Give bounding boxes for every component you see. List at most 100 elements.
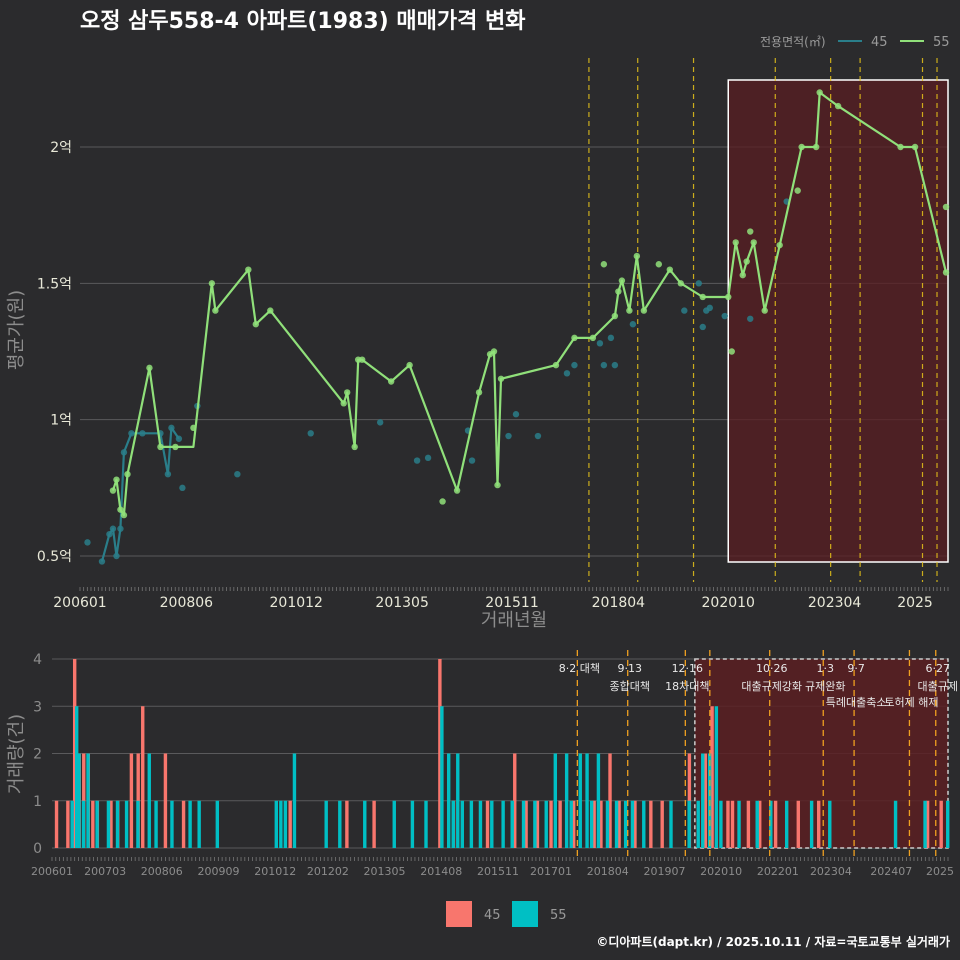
volume-chart: 0 1 2 3 4 8·2 대책 9·13 종합대책 12·16 18차대책 10·26 대출규제강화… [31,650,958,878]
bar-55 [215,800,220,848]
y-tick-label-volume: 1 [33,794,42,810]
bar-55 [605,800,610,848]
bar-45 [572,800,576,848]
data-point-45 [629,321,637,328]
bar-55 [197,800,201,848]
y-axis-label-price: 평균가(원) [6,290,27,370]
x-tick-label-volume: 202407 [870,865,912,878]
data-point-55 [552,361,560,369]
x-tick-label-volume: 201511 [477,865,519,878]
data-point-45 [747,315,754,322]
bar-55 [478,800,483,848]
x-tick-label: 200806 [160,595,214,611]
bar-55 [501,800,505,848]
bar-55 [154,800,158,848]
bar-55 [324,800,328,848]
source-caption: ©디아파트(dapt.kr) / 2025.10.11 / 자료=국토교통부 실… [596,934,950,949]
bar-55 [569,800,573,848]
bar-55 [589,800,594,848]
bar-55 [446,753,451,848]
data-point-55 [589,334,597,342]
bar-55 [106,800,111,848]
policy-date-label: 9·13 [617,662,642,675]
policy-date-label: 10·26 [756,662,788,675]
data-point-45 [98,558,106,565]
bar-55 [451,800,455,848]
data-point-55 [351,443,358,451]
bar-55 [544,800,548,848]
data-point-55 [798,143,805,151]
y-tick-label-volume: 0 [33,841,42,857]
x-tick-label: 201305 [375,595,428,611]
bar-45 [345,800,349,848]
data-point-45 [596,340,604,347]
data-point-45 [179,484,186,492]
data-point-55 [387,378,395,385]
data-point-45 [468,457,476,464]
bar-45 [608,753,612,848]
bar-55 [669,800,673,848]
x-tick-label-volume: 201804 [587,865,629,878]
bar-55 [623,800,628,848]
bar-55 [136,800,140,848]
bar-45 [773,800,778,848]
data-point-55 [750,239,757,246]
bar-45 [288,800,292,848]
bar-45 [599,800,603,848]
bar-55 [81,800,86,848]
data-point-55 [113,476,120,483]
data-point-45 [128,430,135,437]
data-point-55 [252,321,259,328]
x-tick-label-volume: 202304 [810,865,852,878]
bar-55 [460,800,465,848]
bar-55 [642,800,646,848]
data-point-55 [725,293,732,301]
data-point-55 [245,266,252,273]
data-point-55 [743,258,750,265]
data-point-55 [732,239,739,246]
bar-45 [109,800,113,848]
bar-55 [585,753,589,848]
data-point-55 [633,252,641,260]
bottom-legend: 45 55 [446,901,567,927]
y-tick-label-volume: 4 [33,652,42,668]
data-point-55 [490,348,498,355]
x-tick-label-volume: 201202 [307,865,349,878]
x-tick-label: 201012 [270,595,323,611]
bar-55 [737,800,741,848]
bar-55 [469,800,474,848]
bar-55 [86,753,90,848]
x-tick-label-volume: 2025 [926,865,954,878]
data-point-55 [812,143,820,151]
bar-45 [524,800,528,848]
legend-swatch-bar-45 [446,901,472,927]
bar-45 [549,800,553,848]
bar-45 [649,800,653,848]
bar-55 [714,706,719,848]
data-point-55 [190,424,197,432]
bar-55 [410,800,415,848]
policy-date-label: 12·16 [672,662,704,675]
bar-55 [521,800,526,848]
data-point-45 [175,435,183,442]
bar-55 [687,800,691,848]
bar-45 [746,800,751,848]
y-axis-label-volume: 거래량(건) [6,714,27,794]
legend-label-55: 55 [933,35,950,50]
data-point-55 [340,400,347,407]
data-point-45 [234,471,241,478]
data-point-45 [695,280,703,287]
data-point-45 [139,430,146,437]
bar-55 [124,800,129,848]
policy-name-label: 종합대책 [609,680,649,693]
y-tick-label: 0.5억 [37,549,72,565]
bar-45 [181,800,186,848]
data-point-55 [453,487,461,494]
x-tick-label-volume: 201408 [420,865,462,878]
data-point-45 [600,361,608,369]
x-tick-label: 201511 [485,595,538,611]
chart-title: 오정 삼두558-4 아파트(1983) 매매가격 변화 [80,9,525,34]
data-point-55 [677,280,684,287]
bar-55 [893,800,898,848]
